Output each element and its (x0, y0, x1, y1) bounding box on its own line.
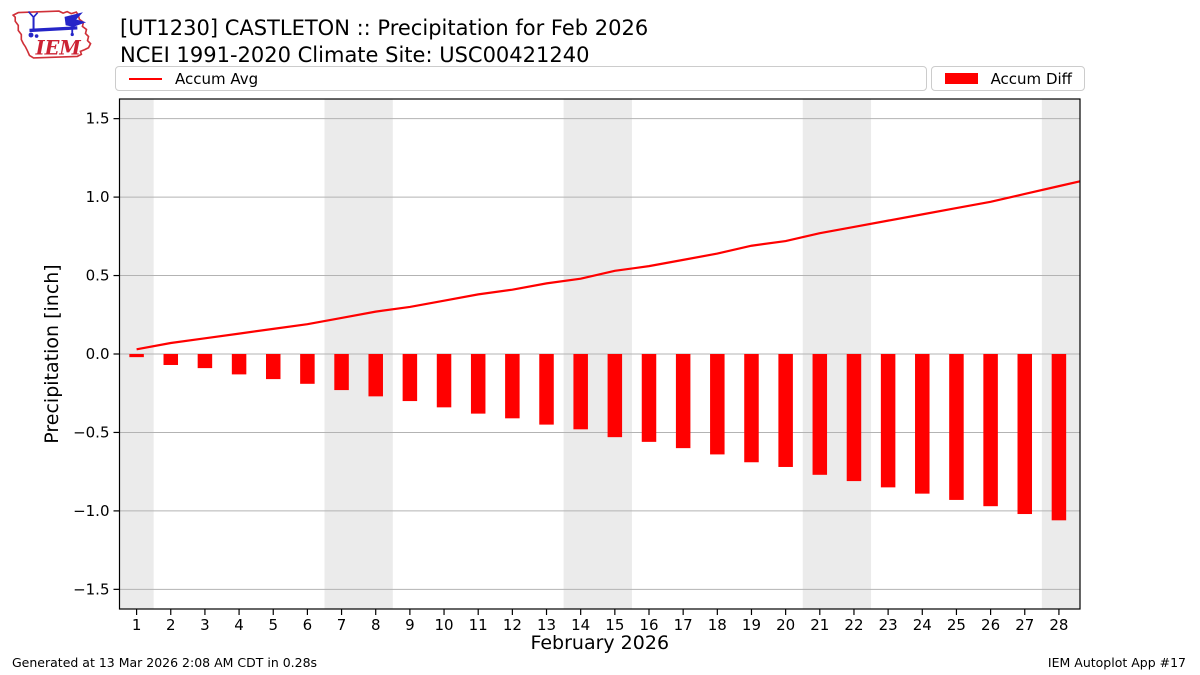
accum-diff-bar (1051, 354, 1067, 521)
chart-title-block: [UT1230] CASTLETON :: Precipitation for … (120, 15, 648, 69)
x-tick-label: 19 (742, 616, 761, 634)
x-tick-label: 26 (981, 616, 1000, 634)
accum-diff-bar (1017, 354, 1033, 515)
accum-diff-bar (368, 354, 383, 397)
y-tick-label: 0.0 (86, 345, 110, 363)
chart-subtitle: NCEI 1991-2020 Climate Site: USC00421240 (120, 43, 590, 67)
y-tick-label: 0.5 (86, 267, 110, 285)
legend-accum-diff: Accum Diff (930, 66, 1085, 91)
accum-diff-bar (505, 354, 520, 419)
accum-diff-bar (436, 354, 452, 408)
accum-diff-bar (197, 354, 213, 369)
y-tick-label: −1.5 (73, 580, 109, 598)
accum-diff-bar (880, 354, 896, 488)
x-tick-label: 24 (913, 616, 932, 634)
x-tick-label: 17 (674, 616, 693, 634)
accum-diff-bar (300, 354, 315, 384)
accum-diff-bar (949, 354, 964, 500)
weather-vane-icon (27, 11, 87, 38)
x-tick-label: 3 (200, 616, 210, 634)
x-tick-label: 23 (879, 616, 898, 634)
x-tick-label: 12 (503, 616, 522, 634)
chart-title: [UT1230] CASTLETON :: Precipitation for … (120, 16, 649, 40)
accum-diff-bar (539, 354, 554, 425)
x-tick-label: 2 (166, 616, 176, 634)
x-tick-label: 28 (1049, 616, 1068, 634)
accum-diff-bar (641, 354, 657, 442)
x-tick-label: 10 (434, 616, 453, 634)
x-axis-label: February 2026 (530, 632, 669, 654)
accum-diff-bar (812, 354, 828, 475)
accum-diff-bar (129, 354, 144, 358)
accum-avg-line (136, 180, 1081, 351)
x-tick-label: 11 (469, 616, 488, 634)
x-tick-label: 14 (571, 616, 590, 634)
iowa-outline (11, 10, 92, 59)
x-tick-label: 13 (537, 616, 556, 634)
accum-avg-line-swatch (129, 77, 162, 80)
accum-diff-bar (163, 354, 179, 365)
x-tick-label: 20 (776, 616, 795, 634)
x-tick-label: 9 (405, 616, 415, 634)
x-tick-label: 22 (844, 616, 863, 634)
accum-diff-label: Accum Diff (990, 69, 1072, 88)
y-tick-label: −1.0 (73, 502, 109, 520)
accum-diff-bar (983, 354, 998, 507)
y-tick-label: −0.5 (73, 423, 109, 441)
accum-diff-bar (231, 354, 247, 375)
accum-diff-bar (334, 354, 349, 391)
accum-diff-bar (675, 354, 691, 449)
accum-diff-bar (744, 354, 759, 463)
x-tick-label: 7 (337, 616, 347, 634)
x-tick-label: 18 (708, 616, 727, 634)
x-tick-label: 6 (303, 616, 313, 634)
legend-accum-avg: Accum Avg (115, 66, 927, 91)
y-axis-label: Precipitation [inch] (41, 264, 63, 443)
accum-diff-bar (846, 354, 862, 482)
x-tick-label: 8 (371, 616, 381, 634)
accum-diff-bar (573, 354, 588, 430)
iem-logo-text: IEM (35, 36, 82, 59)
x-tick-label: 5 (268, 616, 278, 634)
x-tick-label: 1 (132, 616, 142, 634)
accum-diff-bar (710, 354, 725, 455)
accum-diff-bar (470, 354, 486, 414)
accum-diff-bar (778, 354, 793, 467)
generated-timestamp: Generated at 13 Mar 2026 2:08 AM CDT in … (12, 655, 318, 670)
app-credit: IEM Autoplot App #17 (1047, 655, 1186, 670)
x-tick-label: 27 (1015, 616, 1034, 634)
y-tick-label: 1.5 (86, 110, 110, 128)
accum-diff-bar (265, 354, 281, 380)
x-tick-label: 16 (639, 616, 658, 634)
iem-logo: IEM (11, 10, 92, 59)
accum-avg-label: Accum Avg (175, 69, 259, 88)
x-tick-label: 25 (947, 616, 966, 634)
legend: Accum Avg Accum Diff (115, 66, 1085, 91)
x-tick-label: 4 (234, 616, 244, 634)
accum-diff-bar (915, 354, 930, 494)
x-tick-label: 21 (810, 616, 829, 634)
y-tick-label: 1.0 (86, 188, 110, 206)
accum-diff-swatch (944, 73, 978, 84)
accum-diff-bar (402, 354, 418, 402)
accum-diff-bar (607, 354, 623, 438)
x-tick-label: 15 (605, 616, 624, 634)
